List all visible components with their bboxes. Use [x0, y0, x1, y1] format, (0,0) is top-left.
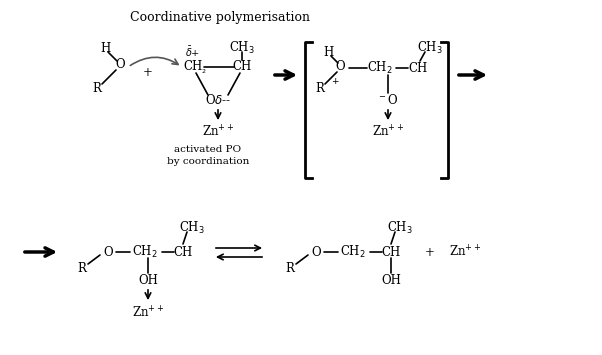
Text: CH$_3$: CH$_3$ [229, 40, 255, 56]
Text: CH$_3$: CH$_3$ [417, 40, 443, 56]
Text: OH: OH [381, 273, 401, 286]
Text: +: + [425, 246, 435, 258]
Text: $^-$O: $^-$O [377, 93, 399, 107]
Text: CH: CH [232, 60, 252, 73]
Text: CH: CH [382, 246, 400, 258]
Text: CH: CH [173, 246, 193, 258]
Text: O: O [311, 246, 321, 258]
Text: by coordination: by coordination [167, 158, 249, 166]
Text: R: R [285, 262, 294, 274]
Text: $\bar{\delta}$+: $\bar{\delta}$+ [185, 45, 200, 59]
Text: R: R [78, 262, 87, 274]
Text: CH$_2$: CH$_2$ [132, 244, 158, 260]
Text: H: H [323, 45, 333, 59]
Text: OH: OH [138, 273, 158, 286]
Text: R: R [315, 82, 324, 94]
Text: CH$_2$: CH$_2$ [367, 60, 393, 76]
Text: $_2$: $_2$ [201, 66, 206, 76]
Text: Zn$^{++}$: Zn$^{++}$ [372, 124, 404, 140]
Text: CH$_3$: CH$_3$ [179, 220, 205, 236]
Text: +: + [143, 66, 153, 78]
Text: O: O [335, 60, 345, 73]
Text: CH$_3$: CH$_3$ [387, 220, 413, 236]
Text: O$\delta$--: O$\delta$-- [205, 93, 231, 107]
Text: Coordinative polymerisation: Coordinative polymerisation [130, 11, 310, 24]
Text: O: O [115, 59, 125, 71]
Text: Zn$^{++}$: Zn$^{++}$ [132, 305, 164, 321]
Text: O: O [103, 246, 113, 258]
Text: CH: CH [408, 61, 427, 75]
Text: R: R [93, 82, 102, 94]
Text: +: + [331, 77, 339, 87]
Text: Zn$^{++}$: Zn$^{++}$ [449, 244, 481, 260]
Text: Zn$^{++}$: Zn$^{++}$ [202, 124, 234, 140]
Text: CH$_2$: CH$_2$ [340, 244, 366, 260]
Text: activated PO: activated PO [175, 146, 241, 154]
Text: CH: CH [184, 60, 203, 73]
Text: H: H [100, 42, 110, 55]
